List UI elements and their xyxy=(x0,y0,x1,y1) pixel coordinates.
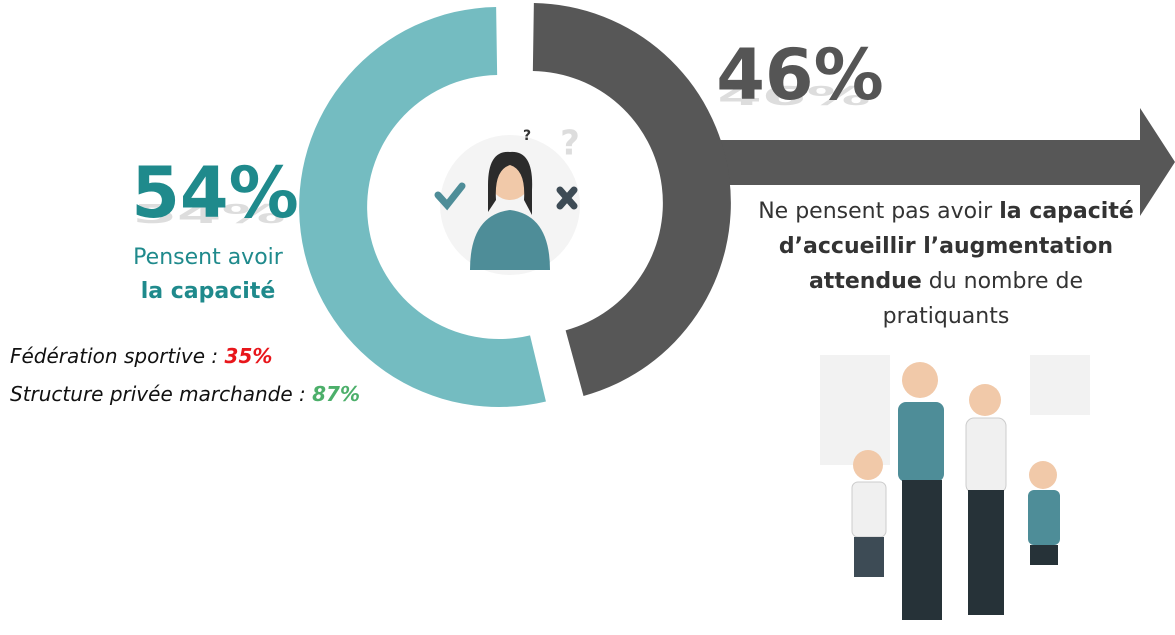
value-label: 54% xyxy=(131,152,299,234)
caption-line: attendue du nombre de xyxy=(809,269,1083,294)
caption-text: d’accueillir l’augmentation xyxy=(779,234,1113,259)
breakdown-label: Fédération sportive : xyxy=(10,344,225,368)
value-label: 46% xyxy=(716,34,884,116)
donut-segment xyxy=(299,7,546,408)
caption-text: Ne pensent pas avoir xyxy=(758,199,999,224)
svg-text:?: ? xyxy=(560,124,580,164)
breakdown-value: 35% xyxy=(225,344,273,368)
breakdown-line: Structure privée marchande : 87% xyxy=(10,382,360,406)
caption-line: Pensent avoir xyxy=(133,245,284,270)
caption-line: la capacité xyxy=(141,279,276,304)
donut-segment xyxy=(532,3,731,396)
arrow xyxy=(718,108,1175,216)
caption-line: d’accueillir l’augmentation xyxy=(779,234,1113,259)
caption-text: du nombre de xyxy=(922,269,1083,294)
value-label-shadow: 46% xyxy=(717,82,870,111)
caption-text: Pensent avoir xyxy=(133,245,284,270)
svg-text:?: ? xyxy=(523,128,531,144)
family-illustration xyxy=(820,355,1090,620)
breakdown-label: Structure privée marchande : xyxy=(10,382,312,406)
thinking-illustration: ? ? xyxy=(434,124,580,275)
breakdown-value: 87% xyxy=(312,382,360,406)
value-label-shadow: 54% xyxy=(132,200,285,229)
caption-text: attendue xyxy=(809,269,922,294)
caption-text: la capacité xyxy=(141,279,276,304)
caption-text: pratiquants xyxy=(883,304,1010,329)
caption-line: pratiquants xyxy=(883,304,1010,329)
caption-line: Ne pensent pas avoir la capacité xyxy=(758,199,1134,224)
breakdown-line: Fédération sportive : 35% xyxy=(10,344,272,368)
caption-text: la capacité xyxy=(999,199,1134,224)
